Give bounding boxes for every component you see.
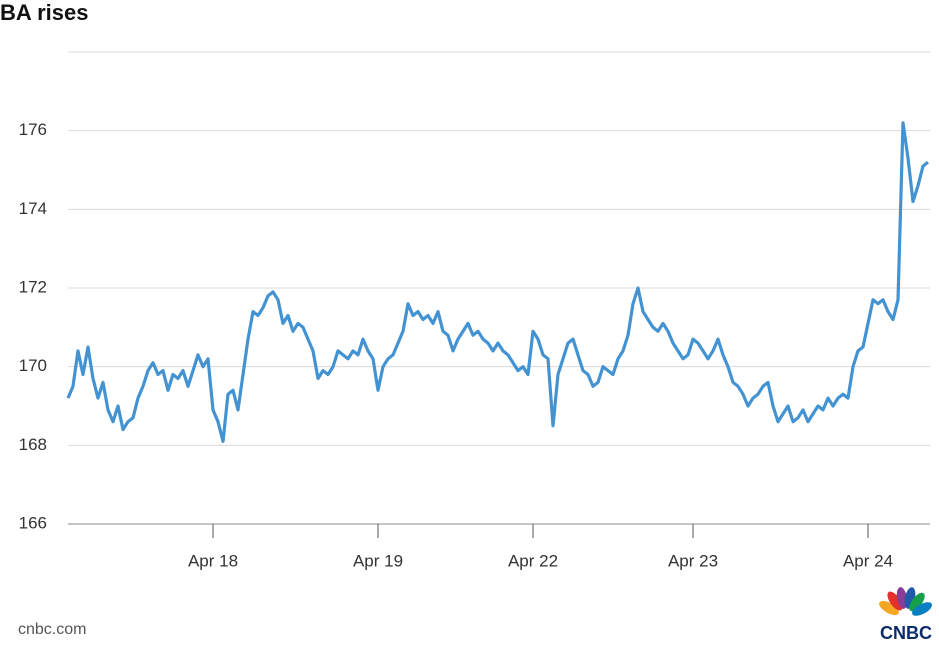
y-tick-label: 166 [19, 513, 47, 532]
y-tick-label: 172 [19, 277, 47, 296]
logo-text: CNBC [880, 623, 932, 643]
x-tick-label: Apr 24 [843, 551, 893, 570]
x-tick-label: Apr 18 [188, 551, 238, 570]
line-series [66, 121, 929, 443]
chart-title: BA rises [0, 0, 88, 25]
source: cnbc.com [18, 621, 86, 638]
x-tick-label: Apr 22 [508, 551, 558, 570]
logo-icon [879, 587, 932, 616]
y-tick-label: 176 [19, 120, 47, 139]
y-tick-label: 170 [19, 356, 47, 375]
y-tick-label: 174 [19, 199, 47, 218]
x-tick-label: Apr 19 [353, 551, 403, 570]
y-tick-label: 168 [19, 435, 47, 454]
x-tick-label: Apr 23 [668, 551, 718, 570]
